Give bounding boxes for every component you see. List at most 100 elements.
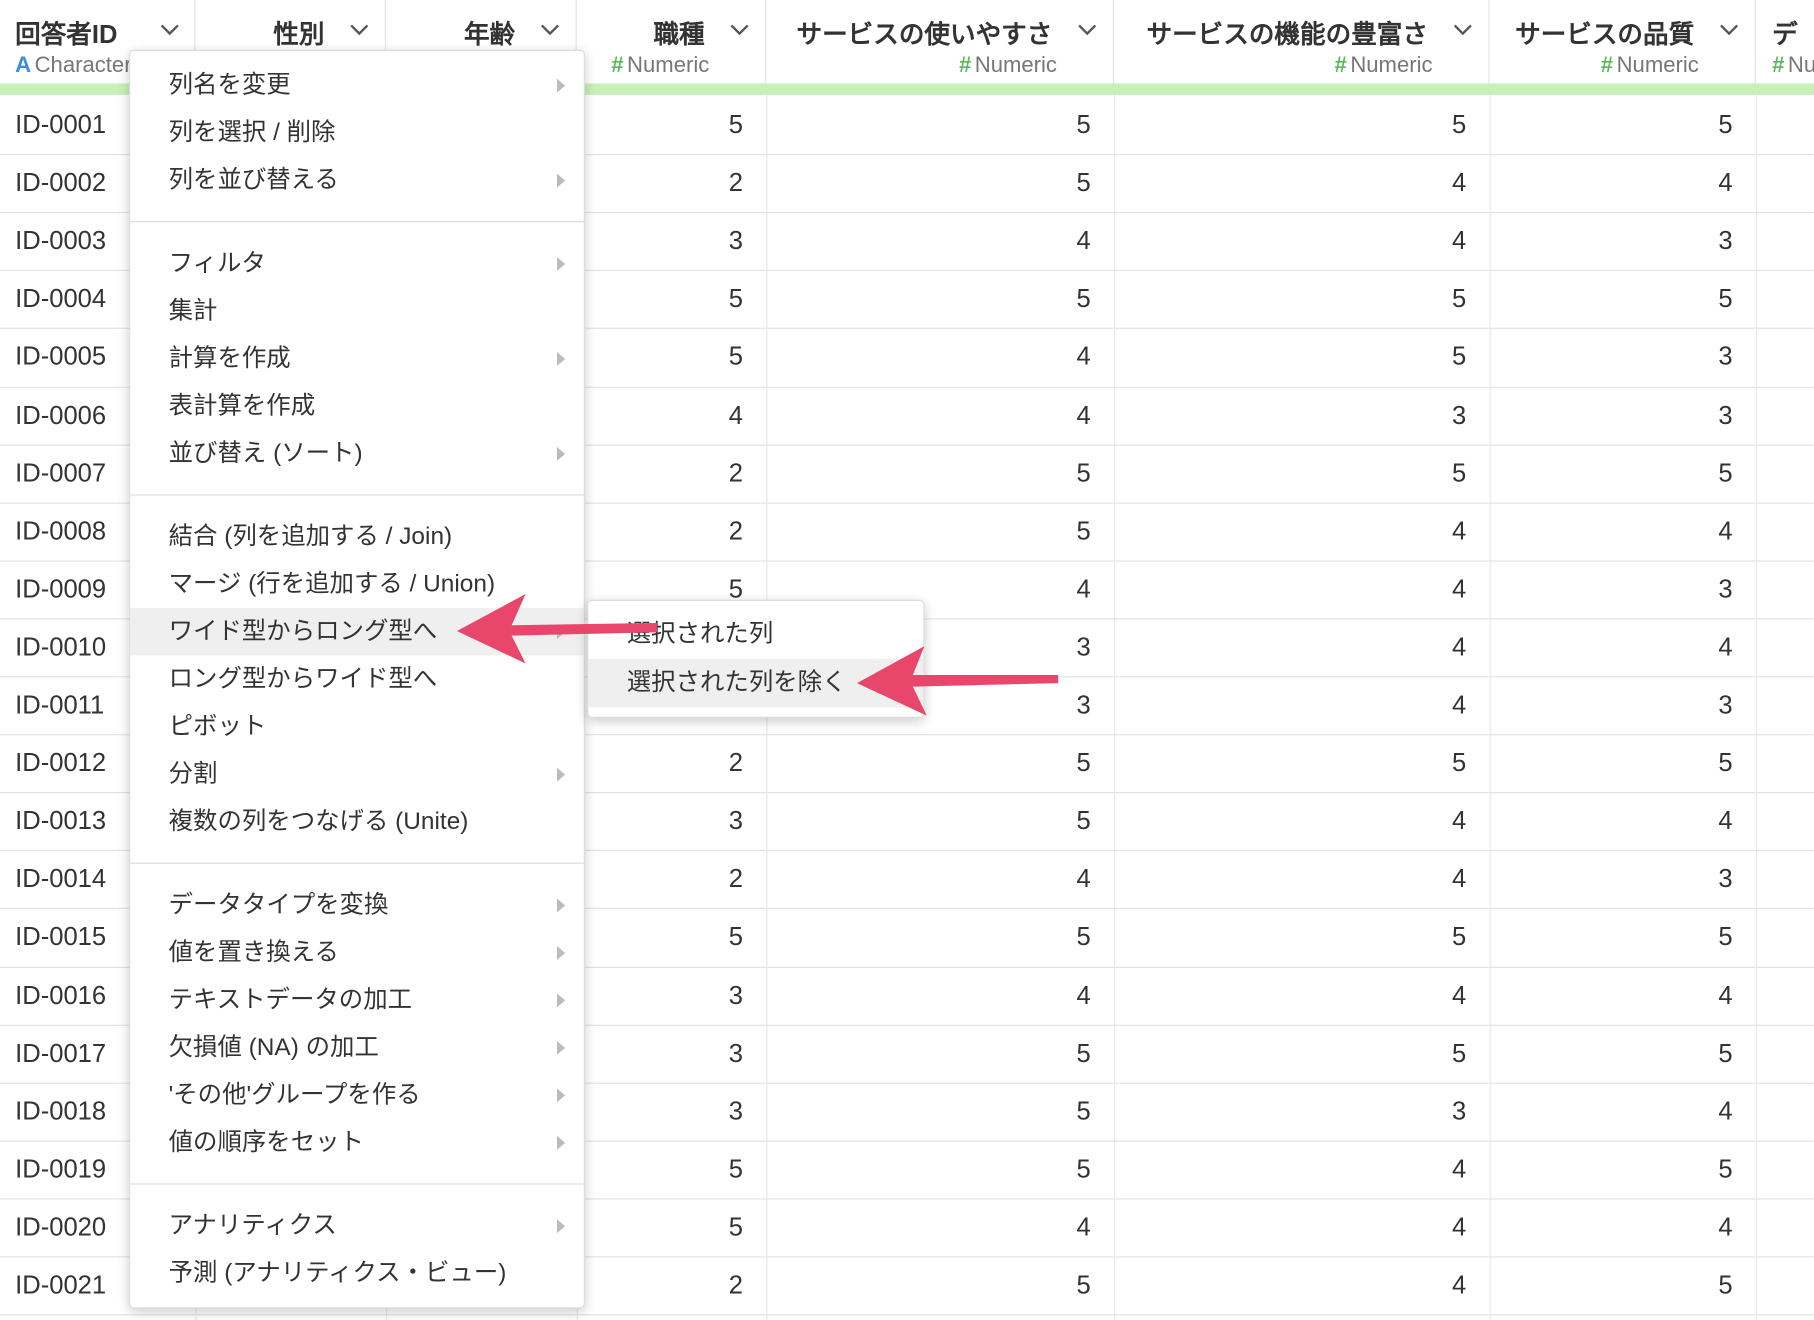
row-line: [0, 502, 1814, 504]
cell-value: 5: [1452, 922, 1467, 952]
submenu-arrow: [556, 78, 566, 93]
cell-value: 5: [728, 1154, 744, 1184]
cell-value: 4: [1452, 980, 1467, 1010]
cell-value: 5: [1076, 806, 1091, 836]
cell-value: 4: [1076, 864, 1091, 894]
context-menu: 列名を変更列を選択 / 削除列を並び替える フィルタ 集計 計算を作成 表計算を作成 並び…: [129, 49, 585, 1309]
menu-label: 列を選択 / 削除: [168, 119, 336, 146]
menu-label: 選択された列を除く: [626, 669, 847, 696]
submenu-arrow: [556, 1219, 566, 1234]
cell-value: 3: [1452, 1096, 1467, 1126]
column-type: #Numeric: [1772, 53, 1814, 78]
row-id: ID-0017: [15, 1038, 107, 1068]
column-name: 回答者ID: [15, 19, 118, 49]
cell-value: 4: [1076, 342, 1091, 371]
column-name: サービスの使いやすさ: [796, 19, 1053, 49]
cell-value: 5: [1076, 1270, 1091, 1300]
menu-item[interactable]: 計算を作成: [130, 335, 583, 382]
cell-value: 4: [1452, 226, 1467, 255]
submenu-arrow: [556, 767, 566, 782]
separator: [130, 1183, 584, 1185]
menu-item[interactable]: 予測 (アナリティクス・ビュー): [130, 1249, 583, 1296]
menu-item[interactable]: データタイプを変換: [130, 881, 583, 928]
chevron: [730, 24, 749, 36]
row-line: [0, 560, 1814, 562]
menu-item[interactable]: 結合 (列を追加する / Join): [130, 513, 583, 560]
row-line: [0, 1314, 1814, 1316]
separator: [130, 862, 584, 864]
cell-value: 4: [1452, 1154, 1467, 1184]
row-id: ID-0015: [15, 922, 107, 952]
dropdown-chevron: [730, 21, 749, 36]
cell-value: 4: [1076, 226, 1091, 255]
cell-value: 3: [728, 980, 744, 1010]
cell-value: 5: [1076, 748, 1091, 778]
menu-item[interactable]: 列を並び替える: [130, 156, 583, 203]
cell-value: 4: [1076, 400, 1091, 430]
menu-item[interactable]: テキストデータの加工: [130, 976, 583, 1023]
cell-value: 4: [1718, 516, 1733, 546]
separator: [130, 494, 584, 496]
menu-item[interactable]: 分割: [130, 750, 583, 797]
column-header[interactable]: サービスの品質 # Numeric: [1490, 0, 1756, 84]
cell-value: 3: [728, 1038, 744, 1068]
dropdown-chevron: [1720, 21, 1739, 36]
row-line: [0, 386, 1814, 388]
cell-value: 4: [1452, 574, 1467, 604]
column-header[interactable]: サービスの使いやすさ # Numeric: [766, 0, 1114, 84]
row-id: ID-0007: [15, 458, 107, 488]
cell-value: 5: [1718, 1154, 1733, 1184]
cell-value: 2: [728, 516, 744, 546]
cell-value: 4: [1718, 632, 1733, 662]
menu-item[interactable]: アナリティクス: [130, 1202, 583, 1249]
menu-item[interactable]: 欠損値 (NA) の加工: [130, 1024, 583, 1071]
menu-item[interactable]: ピボット: [130, 703, 583, 750]
menu-label: ワイド型からロング型へ: [168, 618, 438, 645]
menu-item[interactable]: 並び替え (ソート): [130, 430, 583, 477]
cell-value: 2: [728, 748, 744, 778]
menu-item[interactable]: 列名を変更: [130, 61, 583, 108]
menu-item[interactable]: 値の順序をセット: [130, 1119, 583, 1166]
cell-value: 4: [1718, 168, 1733, 197]
menu-item[interactable]: フィルタ: [130, 240, 583, 287]
column-header[interactable]: 性別: [195, 0, 387, 84]
menu-item[interactable]: 'その他'グループを作る: [130, 1071, 583, 1118]
type-name: Character: [34, 53, 132, 78]
submenu-arrow: [556, 173, 566, 188]
row-line: [0, 908, 1814, 910]
column-header[interactable]: サービスの機能の豊富さ # Numeric: [1114, 0, 1490, 84]
menu-item[interactable]: 複数の列をつなげる (Unite): [130, 798, 583, 845]
type-name: Numeric: [1350, 53, 1433, 78]
menu-item[interactable]: 表計算を作成: [130, 382, 583, 429]
cell-value: 3: [1718, 226, 1733, 255]
cell-value: 4: [1452, 516, 1467, 546]
column-header[interactable]: デ #Numeric: [1756, 0, 1814, 83]
submenu-arrow: [556, 993, 566, 1008]
menu-label: 列名を変更: [168, 71, 291, 99]
cell-value: 3: [1452, 400, 1467, 430]
menu-label: アナリティクス: [168, 1212, 337, 1239]
submenu: 選択された列 選択された列を除く: [587, 599, 925, 718]
chevron: [160, 24, 179, 36]
menu-item[interactable]: 集計: [130, 287, 583, 334]
menu-item[interactable]: 列を選択 / 削除: [130, 109, 583, 156]
menu-label: 欠損値 (NA) の加工: [168, 1034, 379, 1061]
menu-item[interactable]: 値を置き換える: [130, 929, 583, 976]
column-name: サービスの機能の豊富さ: [1146, 19, 1428, 49]
menu-item[interactable]: マージ (行を追加する / Union): [130, 560, 583, 607]
column-header[interactable]: 回答者ID A Character: [0, 0, 196, 84]
menu-label: ロング型からワイド型へ: [168, 665, 438, 693]
row-line: [0, 850, 1814, 852]
menu-item[interactable]: ロング型からワイド型へ: [130, 655, 583, 702]
dropdown-chevron: [1078, 21, 1097, 36]
column-header[interactable]: 年齢: [386, 0, 577, 84]
submenu-arrow: [556, 898, 566, 913]
row-id: ID-0021: [15, 1270, 107, 1300]
separator: [130, 221, 584, 223]
cell-value: 4: [1076, 980, 1091, 1010]
submenu-arrow: [556, 1040, 566, 1055]
column-header[interactable]: 職種 # Numeric: [577, 0, 767, 84]
row-line: [0, 966, 1814, 968]
arrow: [856, 646, 1059, 716]
